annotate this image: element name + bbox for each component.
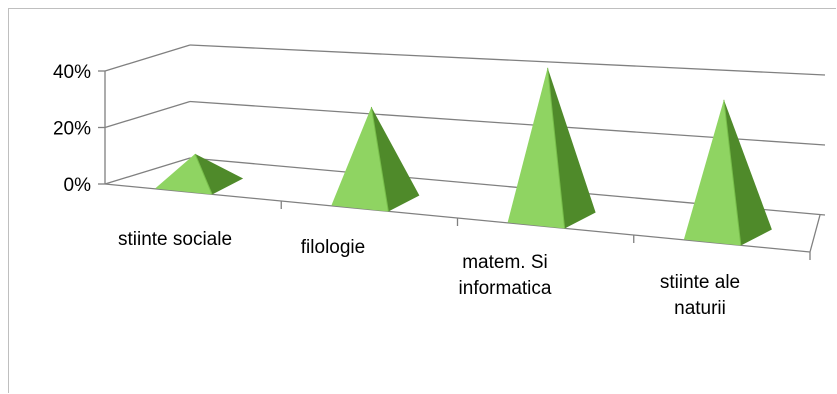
chart-frame: [8, 8, 836, 393]
pyramid-front-face: [155, 153, 213, 195]
y-tick-label: 40%: [53, 62, 91, 83]
category-label: naturii: [674, 298, 726, 319]
pyramid-side-face: [547, 67, 596, 229]
side-gridline: [104, 100, 191, 129]
pyramid-edge: [194, 153, 213, 195]
pyramid-edge: [370, 106, 389, 212]
pyramid-front-face: [331, 106, 389, 212]
pyramid-front-face: [683, 99, 741, 246]
category-label: matem. Si: [462, 252, 548, 273]
category-label: stiinte ale: [660, 272, 740, 293]
pyramid-edge: [547, 67, 566, 229]
category-label: informatica: [459, 278, 552, 299]
pyramid-side-face: [195, 153, 244, 195]
category-label: stiinte sociale: [118, 229, 232, 250]
pyramid-side-face: [723, 99, 772, 246]
y-tick-label: 0%: [64, 175, 92, 196]
gridline: [189, 44, 826, 76]
pyramid-side-face: [371, 106, 420, 212]
pyramid-front-face: [507, 67, 565, 229]
floor-right-edge: [809, 214, 821, 253]
pyramid-edge: [723, 99, 742, 246]
side-gridline: [104, 157, 191, 185]
y-tick-label: 20%: [53, 119, 91, 140]
side-gridline: [104, 44, 191, 72]
category-label: filologie: [301, 237, 365, 258]
